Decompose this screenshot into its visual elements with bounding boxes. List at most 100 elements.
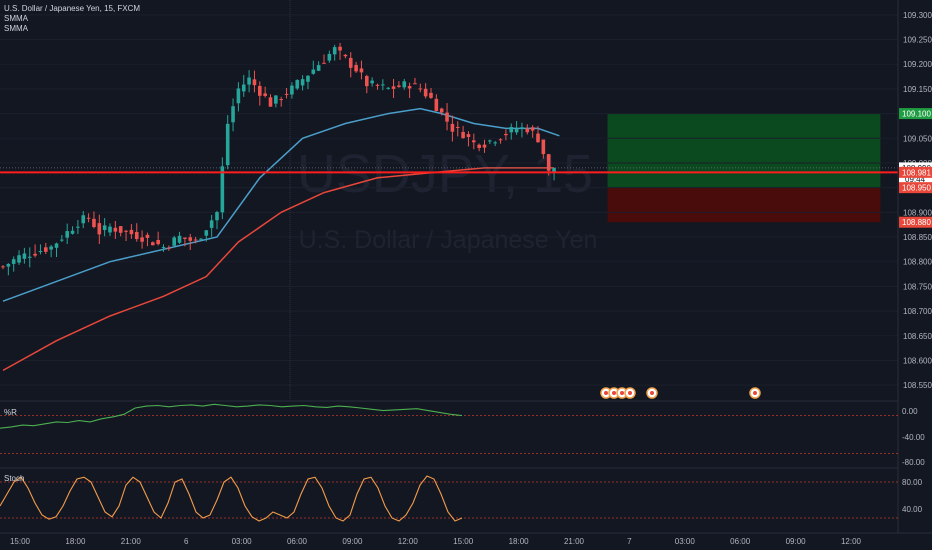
time-tick-label: 06:00 (730, 537, 751, 546)
time-axis[interactable]: 15:00 18:00 21:00 6 03:00 06:00 09:00 12:00 15:0… (10, 537, 862, 546)
watermark-description: U.S. Dollar / Japanese Yen (299, 226, 598, 254)
candle-body (391, 86, 396, 89)
indicator-line (0, 403, 463, 429)
candle-body (488, 140, 492, 142)
candle-body (140, 237, 144, 242)
candle-body (81, 215, 86, 224)
candle-body (445, 112, 449, 122)
event-marker-dot (604, 391, 608, 395)
time-tick-label: 15:00 (453, 537, 474, 546)
candle-body (204, 230, 209, 236)
indicator-label-smma-2[interactable]: SMMA (4, 24, 28, 33)
time-tick-label: 09:00 (342, 537, 363, 546)
candle-body (156, 240, 160, 245)
candle-body (38, 251, 43, 253)
candle-body (209, 220, 214, 228)
candle-body (199, 238, 203, 240)
candle-body (11, 259, 16, 264)
candle-body (236, 88, 241, 104)
candle-body (434, 98, 439, 112)
entry-price-tag: 108.950 (902, 184, 931, 193)
time-tick-label: 09:00 (786, 537, 807, 546)
candle-body (225, 123, 230, 166)
target-price-tag-bg (899, 108, 932, 120)
candle-body (311, 69, 316, 74)
candle-body (546, 154, 551, 171)
target-price-tag: 109.100 (902, 110, 931, 119)
candle-body (161, 246, 166, 248)
time-tick-label: 6 (184, 537, 189, 546)
time-tick-label: 06:00 (287, 537, 308, 546)
candle-body (247, 77, 251, 85)
economic-events[interactable] (600, 387, 761, 399)
candle-body (241, 84, 246, 92)
price-tick-label: 108.600 (903, 356, 932, 365)
candle-body (552, 167, 556, 173)
price-tick-label: 108.750 (903, 282, 932, 291)
candle-body (300, 79, 305, 86)
indicator-tick-label: -80.00 (902, 458, 925, 467)
candle-body (520, 127, 524, 129)
candle-body (418, 88, 423, 90)
candle-body (86, 217, 91, 219)
candlestick-series (1, 42, 556, 276)
stop-price-tag: 108.880 (902, 218, 931, 227)
candle-body (525, 128, 530, 133)
stochastic-pane (0, 475, 898, 522)
candle-body (215, 212, 219, 221)
candle-body (295, 80, 300, 89)
indicator-tick-label: -40.00 (902, 433, 925, 442)
time-tick-label: 12:00 (841, 537, 862, 546)
time-tick-label: 18:00 (509, 537, 530, 546)
candle-body (274, 95, 278, 104)
time-tick-label: 15:00 (10, 537, 31, 546)
price-axis[interactable]: 109.300 109.250 109.200 109.150 109.100 109.0… (903, 11, 932, 390)
price-tick-label: 108.850 (903, 233, 932, 242)
indicator-label-smma-1[interactable]: SMMA (4, 14, 28, 23)
stop-zone[interactable] (607, 187, 881, 223)
candle-body (49, 246, 53, 250)
candle-body (124, 230, 128, 232)
time-tick-label: 03:00 (232, 537, 253, 546)
candle-body (541, 139, 546, 155)
candle-body (370, 80, 374, 84)
candle-body (220, 166, 225, 213)
candle-body (183, 237, 187, 239)
candle-body (177, 235, 182, 243)
williams-r-label[interactable]: %R (4, 408, 17, 417)
symbol-title[interactable]: U.S. Dollar / Japanese Yen, 15, FXCM (4, 4, 141, 13)
candle-body (44, 247, 48, 252)
countdown-tag: 09:44 (905, 175, 926, 184)
candle-body (108, 226, 112, 233)
candle-body (290, 85, 294, 95)
price-tick-label: 109.250 (903, 36, 932, 45)
candle-body (284, 93, 289, 95)
target-zone[interactable] (607, 113, 881, 188)
candle-body (429, 92, 433, 98)
price-tick-label: 108.650 (903, 332, 932, 341)
stop-price-tag-bg (899, 216, 932, 228)
candle-body (423, 88, 428, 97)
candle-body (327, 53, 332, 61)
indicator-line (0, 475, 463, 522)
candle-body (348, 57, 353, 68)
price-tick-label: 108.700 (903, 307, 932, 316)
price-tick-label: 108.900 (903, 208, 932, 217)
time-tick-label: 21:00 (121, 537, 142, 546)
event-marker-dot (650, 391, 654, 395)
candle-body (466, 134, 471, 137)
candle-body (407, 86, 412, 89)
candle-body (365, 76, 369, 87)
candle-body (97, 223, 102, 235)
candle-body (461, 131, 465, 139)
candle-body (22, 253, 27, 259)
candle-body (76, 226, 80, 228)
stochastic-label[interactable]: Stoch (4, 474, 25, 483)
candle-body (472, 140, 476, 143)
time-tick-label: 7 (627, 537, 632, 546)
entry-price-tag-bg (899, 182, 932, 194)
candle-body (375, 84, 380, 86)
candle-body (354, 65, 358, 72)
